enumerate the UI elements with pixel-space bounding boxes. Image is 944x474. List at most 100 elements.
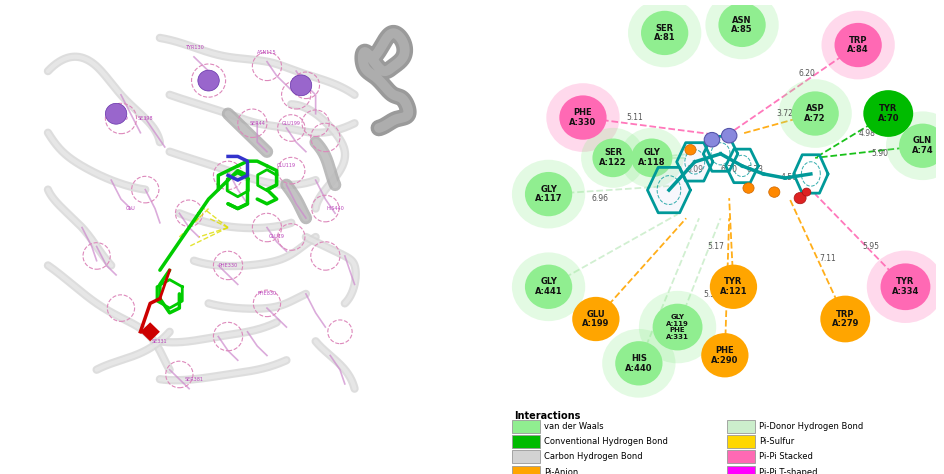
- Circle shape: [885, 111, 944, 180]
- Circle shape: [819, 296, 869, 342]
- Text: VA219: VA219: [113, 116, 128, 121]
- Circle shape: [631, 138, 672, 177]
- Text: Pi-Pi T-shaped: Pi-Pi T-shaped: [758, 467, 817, 474]
- Circle shape: [834, 23, 881, 67]
- Circle shape: [684, 145, 696, 155]
- Text: HIS440: HIS440: [326, 206, 344, 211]
- Text: SE398: SE398: [138, 116, 153, 121]
- Text: 5.50: 5.50: [702, 291, 719, 299]
- Circle shape: [290, 75, 312, 96]
- Text: van der Waals: van der Waals: [544, 422, 603, 431]
- Text: PHE830: PHE830: [257, 292, 277, 296]
- Text: Pi-Pi Stacked: Pi-Pi Stacked: [758, 452, 812, 461]
- Circle shape: [628, 0, 700, 67]
- FancyBboxPatch shape: [726, 450, 754, 463]
- Circle shape: [559, 95, 606, 140]
- Text: PHE330: PHE330: [218, 263, 237, 268]
- Text: ILE-444: ILE-444: [292, 78, 310, 83]
- Circle shape: [592, 138, 633, 177]
- Circle shape: [880, 264, 930, 310]
- Text: Pi-Sulfur: Pi-Sulfur: [758, 437, 794, 446]
- Text: TYR130: TYR130: [184, 45, 203, 50]
- Circle shape: [791, 91, 838, 136]
- Circle shape: [866, 251, 943, 323]
- Text: SER
A:81: SER A:81: [653, 24, 675, 42]
- Text: 6.20: 6.20: [798, 69, 814, 78]
- Text: TRP
A:279: TRP A:279: [831, 310, 858, 328]
- Circle shape: [717, 3, 765, 47]
- Text: SER44: SER44: [249, 121, 265, 126]
- Text: ASP
A:72: ASP A:72: [803, 104, 825, 123]
- Text: GLN
A:74: GLN A:74: [911, 137, 933, 155]
- Circle shape: [524, 172, 572, 216]
- Text: SER381: SER381: [184, 377, 203, 382]
- Circle shape: [512, 253, 584, 321]
- Text: GLU19: GLU19: [268, 235, 284, 239]
- FancyBboxPatch shape: [726, 420, 754, 432]
- Text: 7.11: 7.11: [818, 254, 835, 263]
- Text: 5.11: 5.11: [626, 113, 642, 122]
- Text: GLY
A:119
PHE
A:331: GLY A:119 PHE A:331: [666, 314, 688, 340]
- Text: 6.09: 6.09: [685, 165, 702, 174]
- FancyBboxPatch shape: [512, 435, 539, 448]
- Polygon shape: [647, 167, 690, 213]
- FancyBboxPatch shape: [726, 435, 754, 448]
- FancyBboxPatch shape: [726, 465, 754, 474]
- Text: HIS
A:440: HIS A:440: [624, 354, 652, 373]
- Text: ASN115: ASN115: [257, 50, 277, 55]
- Circle shape: [546, 83, 619, 152]
- Polygon shape: [141, 322, 160, 341]
- Text: 4.50: 4.50: [780, 173, 797, 182]
- Circle shape: [638, 291, 716, 363]
- Text: 6.33: 6.33: [746, 165, 763, 174]
- Circle shape: [700, 333, 748, 377]
- Text: 5.21: 5.21: [638, 162, 655, 170]
- Text: PHE
A:290: PHE A:290: [711, 346, 738, 365]
- Text: ASN
A:85: ASN A:85: [731, 16, 752, 34]
- Text: PHE
A:330: PHE A:330: [568, 108, 596, 127]
- Circle shape: [742, 183, 753, 193]
- Circle shape: [619, 128, 683, 188]
- Circle shape: [793, 192, 805, 204]
- Circle shape: [709, 264, 756, 309]
- Text: TYR
A:334: TYR A:334: [891, 277, 919, 296]
- Text: 6.70: 6.70: [720, 165, 737, 174]
- Text: TYR
A:121: TYR A:121: [719, 277, 747, 296]
- Circle shape: [704, 0, 778, 59]
- Text: SER
A:122: SER A:122: [598, 148, 626, 167]
- Circle shape: [197, 70, 219, 91]
- Circle shape: [640, 11, 687, 55]
- Text: GLU199: GLU199: [281, 121, 300, 126]
- FancyBboxPatch shape: [512, 420, 539, 432]
- Text: 5.90: 5.90: [870, 149, 887, 158]
- FancyBboxPatch shape: [512, 465, 539, 474]
- FancyBboxPatch shape: [512, 450, 539, 463]
- Polygon shape: [676, 143, 712, 181]
- Text: GLY
A:118: GLY A:118: [637, 148, 665, 167]
- Text: GLU: GLU: [126, 206, 135, 211]
- Circle shape: [720, 128, 736, 143]
- Circle shape: [524, 264, 572, 309]
- Circle shape: [615, 341, 662, 385]
- Text: TYR
A:70: TYR A:70: [877, 104, 898, 123]
- Circle shape: [778, 79, 851, 148]
- Text: GLY
A:117: GLY A:117: [534, 185, 562, 203]
- Text: Pi-Donor Hydrogen Bond: Pi-Donor Hydrogen Bond: [758, 422, 863, 431]
- Circle shape: [512, 160, 584, 228]
- Circle shape: [106, 103, 126, 124]
- Text: Interactions: Interactions: [514, 411, 580, 421]
- Text: GLU
A:199: GLU A:199: [582, 310, 609, 328]
- Text: Conventional Hydrogen Bond: Conventional Hydrogen Bond: [544, 437, 667, 446]
- Circle shape: [767, 187, 779, 197]
- Circle shape: [572, 297, 619, 341]
- Text: SE331: SE331: [152, 339, 167, 344]
- Circle shape: [863, 90, 912, 137]
- Text: Pi-Anion: Pi-Anion: [544, 467, 578, 474]
- Circle shape: [801, 188, 810, 196]
- Text: GLY
A:441: GLY A:441: [534, 277, 562, 296]
- Text: 3.72: 3.72: [776, 109, 793, 118]
- Circle shape: [581, 128, 645, 188]
- Circle shape: [820, 11, 894, 79]
- Text: TRP
A:84: TRP A:84: [847, 36, 868, 55]
- Circle shape: [652, 304, 701, 350]
